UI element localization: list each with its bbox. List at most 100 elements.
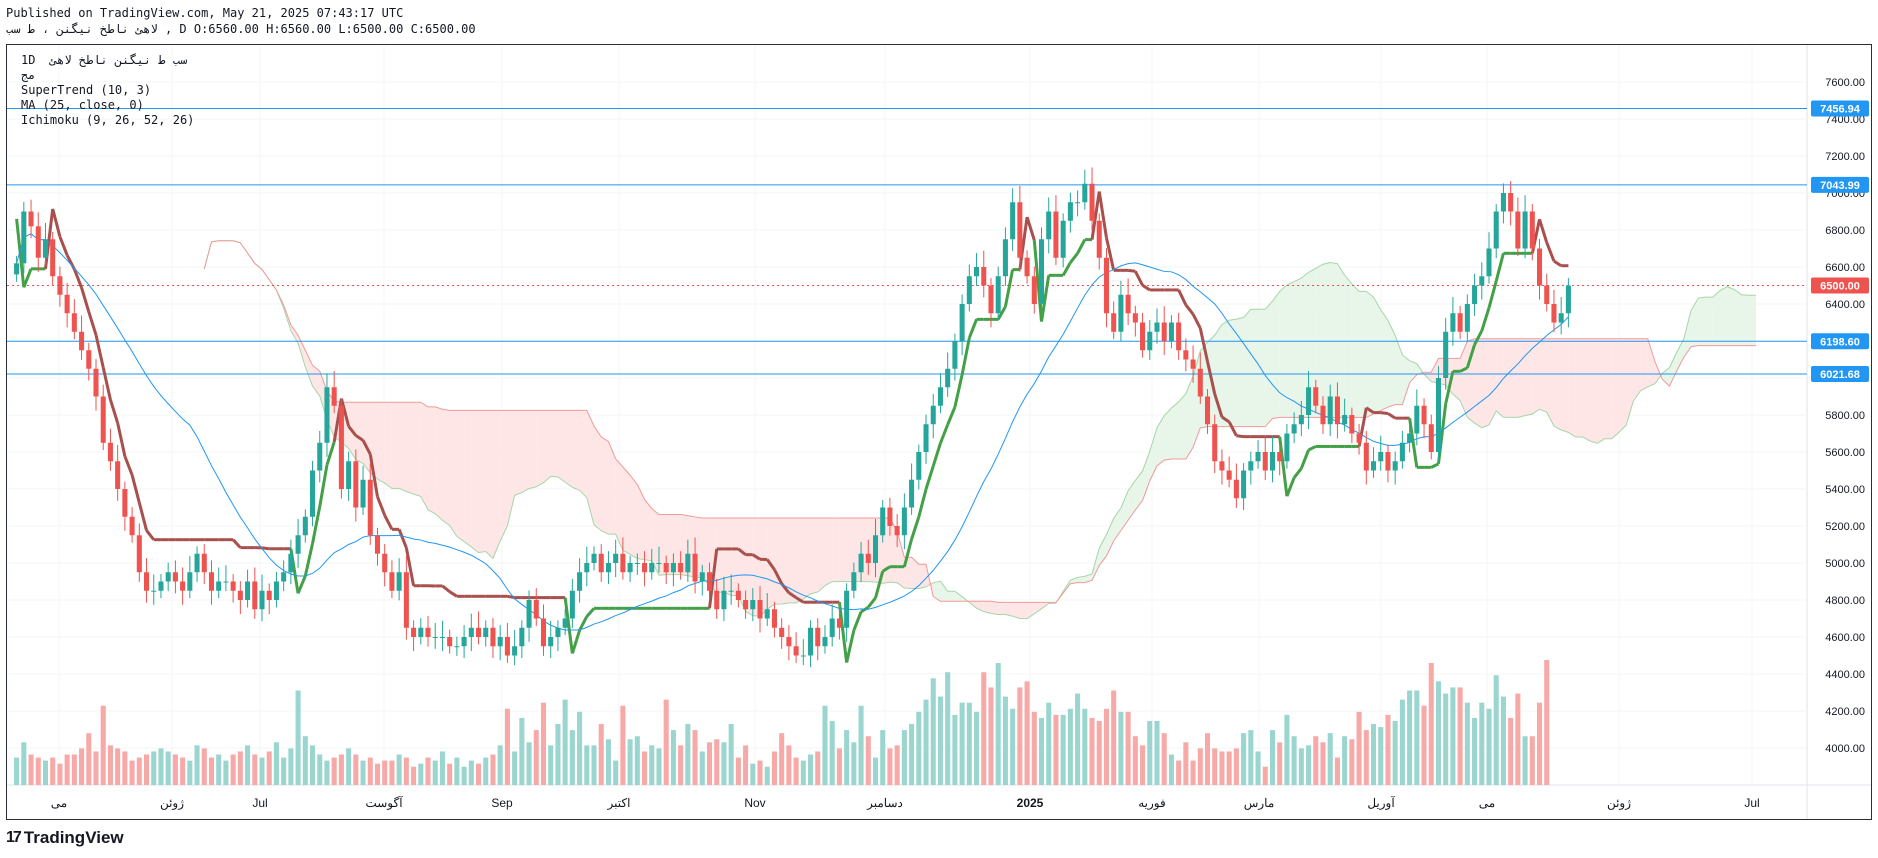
volume-bar [634, 736, 640, 785]
volume-bar [115, 748, 121, 785]
candle-body [1414, 405, 1420, 434]
candle-body [266, 590, 272, 600]
ichimoku-cloud-segment [1590, 338, 1598, 444]
ichimoku-cloud-segment [976, 601, 984, 612]
candle-body [1002, 239, 1008, 277]
candle-body [743, 600, 749, 610]
ichimoku-cloud-segment [630, 475, 638, 559]
y-tick-label: 5000.00 [1825, 558, 1865, 570]
volume-bar [1277, 742, 1283, 785]
candle-body [1219, 461, 1225, 471]
volume-bar [1421, 705, 1427, 785]
volume-bar [548, 745, 554, 785]
supertrend-segment [72, 268, 83, 289]
ichimoku-cloud-segment [644, 499, 652, 561]
candle-body [829, 618, 835, 637]
volume-bar [1508, 717, 1514, 785]
volume-bar [627, 739, 633, 785]
volume-bar [656, 748, 662, 785]
ichimoku-cloud-segment [557, 410, 566, 483]
supertrend-segment [1480, 307, 1491, 332]
volume-bar [497, 745, 503, 785]
volume-bar [93, 751, 99, 785]
candle-body [822, 637, 828, 647]
ichimoku-cloud-segment [1221, 320, 1230, 427]
volume-bar [1226, 751, 1232, 785]
supertrend-segment [383, 514, 394, 531]
volume-bar [1370, 724, 1377, 785]
volume-bar [562, 699, 568, 785]
ichimoku-cloud-segment [1387, 320, 1396, 408]
ichimoku-cloud-segment [1337, 263, 1345, 418]
x-tick-label: Sep [491, 796, 513, 810]
candle-body [454, 646, 460, 648]
ichimoku-cloud-segment [1633, 338, 1641, 402]
supertrend-segment [1465, 344, 1476, 369]
candle-body [642, 563, 648, 573]
volume-bar [1125, 711, 1131, 785]
candle-body [981, 267, 987, 286]
supertrend-segment [1198, 327, 1209, 362]
x-tick-label: دسامبر [866, 796, 903, 810]
candle-body [1118, 294, 1124, 332]
volume-bar [836, 748, 842, 785]
legend-supertrend[interactable]: SuperTrend (10, 3) [21, 83, 152, 97]
volume-bar [844, 730, 850, 785]
price-label-box [1811, 100, 1869, 117]
ichimoku-cloud-segment [1135, 470, 1143, 510]
supertrend-segment [1365, 406, 1375, 414]
ichimoku-cloud-segment [622, 466, 631, 555]
ichimoku-cloud-segment [868, 518, 876, 583]
candle-body [1421, 405, 1427, 425]
candle-body [699, 572, 705, 582]
chart-svg[interactable]: می ژوئن Jul آگوست Sep اکتبر Nov دسامبر 2025 فوریه… [7, 45, 1871, 819]
ichimoku-span-a [203, 240, 1757, 620]
ichimoku-cloud-segment [1532, 338, 1540, 414]
ichimoku-cloud-segment [998, 602, 1006, 615]
candle-body [216, 581, 222, 591]
supertrend-segment [1105, 237, 1116, 271]
candle-body [497, 637, 503, 647]
volume-bar [1038, 717, 1045, 785]
volume-bar [937, 696, 943, 785]
candle-body [577, 572, 583, 591]
supertrend-segment [311, 506, 322, 544]
volume-bar [1147, 720, 1153, 785]
candle-body [685, 553, 691, 573]
candle-body [851, 572, 857, 591]
volume-bar [1046, 702, 1052, 785]
y-tick-label: 7600.00 [1825, 77, 1865, 89]
chart-pane[interactable]: می ژوئن Jul آگوست Sep اکتبر Nov دسامبر 2025 فوریه… [6, 44, 1872, 820]
candle-body [158, 581, 164, 591]
candle-body [1464, 304, 1470, 332]
legend-ichimoku[interactable]: Ichimoku (9, 26, 52, 26) [21, 113, 195, 127]
candle-body [259, 590, 265, 610]
candle-body [143, 572, 150, 591]
candle-body [880, 507, 886, 536]
candle-body [1551, 304, 1557, 323]
volume-bar [1428, 663, 1434, 785]
ichimoku-cloud-segment [738, 518, 746, 612]
ichimoku-cloud-segment [1034, 602, 1042, 614]
volume-bar [952, 714, 958, 785]
candle-body [1522, 211, 1528, 249]
candle-body [1529, 211, 1535, 249]
volume-bar [208, 757, 215, 785]
volume-bar [281, 757, 287, 785]
volume-bar [512, 751, 518, 785]
tradingview-logo[interactable]: 17 TradingView [6, 828, 124, 848]
candle-body [548, 637, 554, 647]
ichimoku-cloud-segment [1070, 577, 1078, 584]
ichimoku-cloud-segment [406, 402, 414, 495]
candle-body [1472, 285, 1478, 304]
candle-body [302, 516, 308, 536]
candle-body [1342, 415, 1348, 425]
volume-bar [909, 724, 915, 785]
volume-bar [1269, 730, 1275, 785]
supertrend-segment [788, 591, 797, 599]
volume-bar [1053, 714, 1059, 785]
volume-bar [158, 748, 164, 785]
legend-ma[interactable]: MA (25, close, 0) [21, 98, 144, 112]
supertrend-segment [867, 597, 877, 609]
candle-body [57, 276, 63, 295]
